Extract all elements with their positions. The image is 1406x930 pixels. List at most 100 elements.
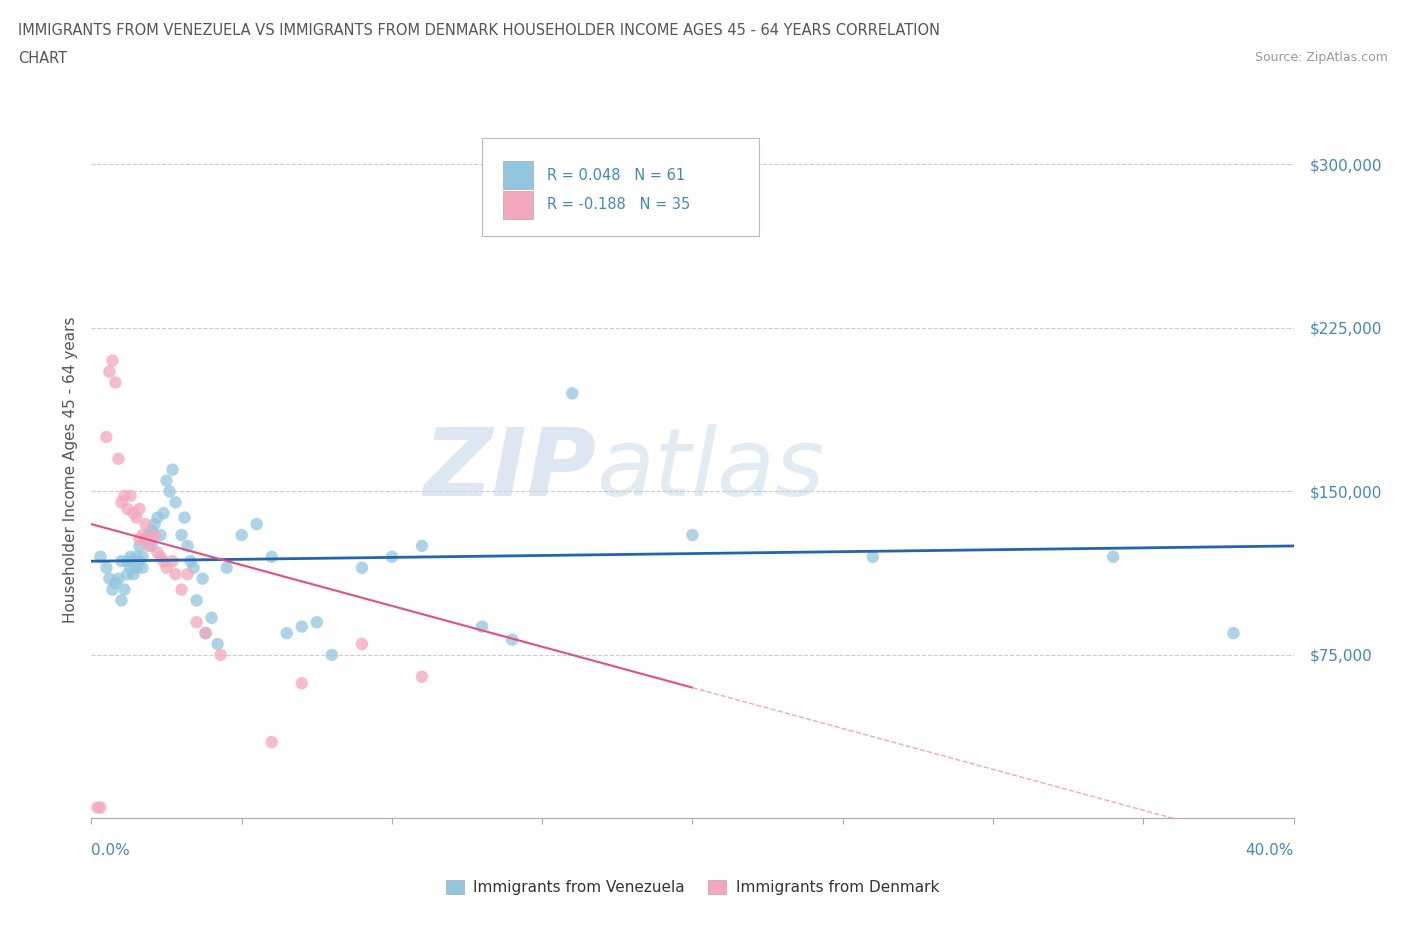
Point — [155, 560, 177, 575]
Point — [862, 550, 884, 565]
Point — [231, 527, 253, 542]
Point — [117, 566, 139, 582]
Point — [125, 550, 148, 565]
Point — [98, 571, 121, 586]
Point — [143, 517, 166, 532]
Point — [1102, 550, 1125, 565]
Point — [104, 375, 127, 390]
Point — [350, 636, 373, 651]
Point — [183, 560, 205, 575]
Point — [321, 647, 343, 662]
Point — [122, 506, 145, 521]
Point — [131, 550, 153, 565]
Point — [114, 488, 136, 503]
Point — [176, 538, 198, 553]
Text: ZIP: ZIP — [423, 424, 596, 515]
Text: atlas: atlas — [596, 424, 824, 515]
Point — [471, 619, 494, 634]
Point — [501, 632, 523, 647]
Point — [681, 527, 703, 542]
Point — [260, 550, 283, 565]
Point — [96, 430, 118, 445]
Point — [152, 506, 174, 521]
Point — [149, 527, 172, 542]
Point — [173, 511, 195, 525]
Point — [381, 550, 404, 565]
Point — [125, 560, 148, 575]
Point — [246, 517, 269, 532]
Point — [209, 647, 232, 662]
Point — [134, 532, 156, 547]
Point — [114, 582, 136, 597]
Point — [1222, 626, 1244, 641]
Point — [411, 670, 433, 684]
Point — [98, 365, 121, 379]
Point — [165, 495, 187, 510]
Text: Source: ZipAtlas.com: Source: ZipAtlas.com — [1254, 51, 1388, 64]
FancyBboxPatch shape — [482, 139, 759, 236]
Point — [125, 511, 148, 525]
Point — [96, 560, 118, 575]
Point — [122, 553, 145, 568]
Text: 40.0%: 40.0% — [1246, 844, 1294, 858]
Point — [305, 615, 328, 630]
Point — [201, 610, 224, 625]
Point — [110, 495, 132, 510]
Point — [89, 550, 111, 565]
Point — [110, 593, 132, 608]
Legend: Immigrants from Venezuela, Immigrants from Denmark: Immigrants from Venezuela, Immigrants fr… — [440, 874, 945, 901]
Point — [165, 566, 187, 582]
Point — [128, 501, 150, 516]
Point — [120, 550, 142, 565]
Point — [122, 566, 145, 582]
Point — [152, 553, 174, 568]
Point — [110, 553, 132, 568]
Point — [141, 532, 163, 547]
Text: 0.0%: 0.0% — [91, 844, 131, 858]
Point — [191, 571, 214, 586]
Point — [159, 484, 181, 498]
Point — [350, 560, 373, 575]
Text: CHART: CHART — [18, 51, 67, 66]
Point — [260, 735, 283, 750]
Point — [411, 538, 433, 553]
Point — [149, 550, 172, 565]
Point — [186, 615, 208, 630]
Point — [128, 553, 150, 568]
Bar — [502, 162, 533, 190]
Point — [104, 576, 127, 591]
Point — [291, 619, 314, 634]
Point — [170, 527, 193, 542]
Point — [128, 538, 150, 553]
Point — [107, 451, 129, 466]
Point — [120, 560, 142, 575]
Point — [131, 560, 153, 575]
Point — [86, 800, 108, 815]
Point — [101, 353, 124, 368]
Point — [176, 566, 198, 582]
Point — [141, 524, 163, 538]
Point — [194, 626, 217, 641]
Point — [138, 527, 160, 542]
Point — [276, 626, 298, 641]
Text: IMMIGRANTS FROM VENEZUELA VS IMMIGRANTS FROM DENMARK HOUSEHOLDER INCOME AGES 45 : IMMIGRANTS FROM VENEZUELA VS IMMIGRANTS … — [18, 23, 941, 38]
Text: R = -0.188   N = 35: R = -0.188 N = 35 — [547, 197, 690, 212]
Point — [143, 527, 166, 542]
Text: R = 0.048   N = 61: R = 0.048 N = 61 — [547, 167, 685, 183]
Bar — [502, 191, 533, 219]
Point — [120, 488, 142, 503]
Point — [128, 532, 150, 547]
Point — [146, 511, 169, 525]
Point — [117, 553, 139, 568]
Point — [146, 545, 169, 560]
Point — [162, 462, 184, 477]
Point — [170, 582, 193, 597]
Point — [180, 553, 202, 568]
Point — [117, 501, 139, 516]
Point — [155, 473, 177, 488]
Point — [162, 553, 184, 568]
Point — [107, 571, 129, 586]
Point — [194, 626, 217, 641]
Point — [138, 538, 160, 553]
Point — [186, 593, 208, 608]
